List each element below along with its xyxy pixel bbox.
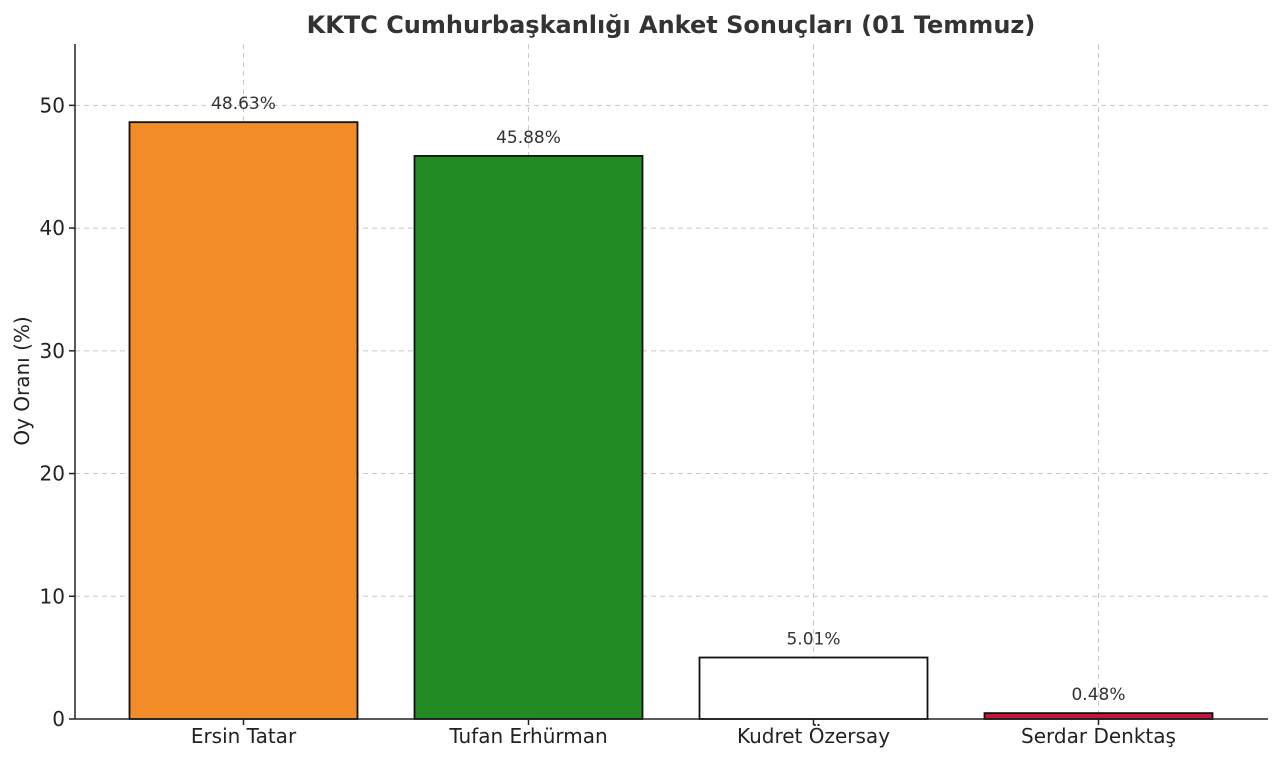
data-labels: 48.63% 45.88% 5.01% 0.48% xyxy=(211,94,1125,705)
x-tick-label: Kudret Özersay xyxy=(737,724,890,748)
x-axis-ticks: Ersin Tatar Tufan Erhürman Kudret Özersay S… xyxy=(191,719,1176,748)
y-tick-label: 30 xyxy=(40,339,65,363)
x-tick-label: Serdar Denktaş xyxy=(1021,724,1176,748)
y-axis-ticks: 0 10 20 30 40 50 xyxy=(40,93,75,731)
y-tick-label: 20 xyxy=(40,462,65,486)
y-axis-label: Oy Oranı (%) xyxy=(10,316,34,445)
chart-title: KKTC Cumhurbaşkanlığı Anket Sonuçları (0… xyxy=(307,11,1036,39)
bar-value-label: 0.48% xyxy=(1071,685,1125,705)
y-tick-label: 40 xyxy=(40,216,65,240)
bar-value-label: 5.01% xyxy=(786,630,840,650)
y-tick-label: 0 xyxy=(52,707,65,731)
y-tick-label: 50 xyxy=(40,93,65,117)
x-tick-label: Tufan Erhürman xyxy=(448,724,607,748)
bar-value-label: 45.88% xyxy=(496,128,561,148)
x-tick-label: Ersin Tatar xyxy=(191,724,297,748)
y-tick-label: 10 xyxy=(40,584,65,608)
bar-3 xyxy=(698,656,929,720)
bar-1 xyxy=(128,121,359,720)
bars xyxy=(128,121,1214,720)
bar-value-label: 48.63% xyxy=(211,94,276,114)
bar-4 xyxy=(983,712,1214,720)
axes xyxy=(74,44,1268,720)
bar-2 xyxy=(413,155,644,720)
